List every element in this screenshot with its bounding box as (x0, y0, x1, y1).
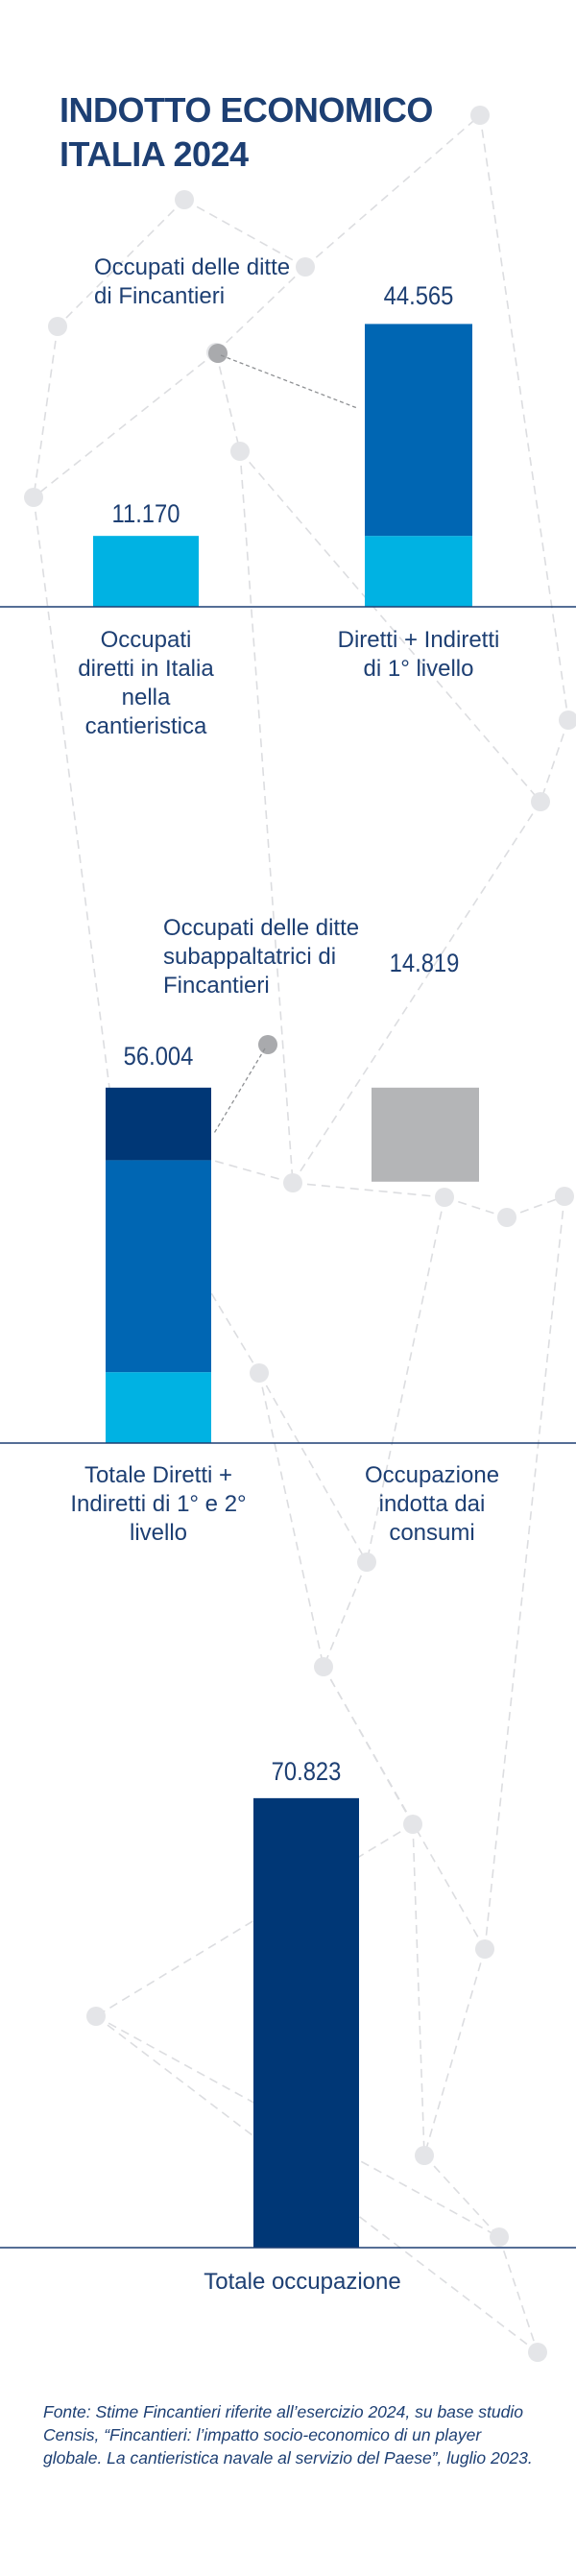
bar-total-segment-0 (253, 1797, 359, 2248)
network-edge (484, 1195, 565, 1950)
annotation-subcontractors: Occupati delle ditte subappaltatrici di … (163, 914, 394, 1000)
value-label-total: 70.823 (271, 1757, 342, 1786)
value-label-direct: 11.170 (111, 499, 180, 528)
network-edge (215, 351, 241, 452)
network-edge (444, 1196, 508, 1218)
bar-total-1-2-segment-1 (106, 1160, 211, 1373)
network-edge (95, 1823, 414, 2017)
network-node (403, 1815, 422, 1834)
network-edge (479, 114, 569, 721)
network-edge (215, 266, 306, 353)
bar-total-1-2-segment-0 (106, 1372, 211, 1443)
network-edge (304, 114, 481, 268)
annotation-fincantieri-suppliers: Occupati delle ditte di Fincantieri (94, 253, 344, 311)
category-line: Indiretti di 1° e 2° (70, 1491, 247, 1517)
annotation-leader (220, 354, 358, 409)
network-node (357, 1553, 376, 1572)
network-node (475, 1939, 494, 1959)
network-edge (95, 2015, 500, 2238)
network-node (528, 2343, 547, 2362)
network-node (314, 1657, 333, 1676)
annotation-leader (212, 1047, 266, 1136)
network-node (531, 792, 550, 811)
value-label-induced: 14.819 (389, 949, 460, 977)
network-edge (33, 496, 116, 1134)
bar-total-1-2-segment-2 (106, 1087, 211, 1161)
network-edge (33, 351, 217, 498)
category-line: consumi (389, 1520, 475, 1546)
network-node (48, 317, 67, 336)
network-node (555, 1187, 574, 1206)
category-line: Occupati (100, 627, 192, 653)
network-edge (498, 2236, 539, 2353)
annotation-line: di Fincantieri (94, 283, 226, 309)
network-node (435, 1188, 454, 1207)
category-label-total-1-2: Totale Diretti + Indiretti di 1° e 2° li… (48, 1461, 269, 1548)
network-node (490, 2227, 509, 2247)
category-label-direct: Occupati diretti in Italia nella cantier… (40, 626, 252, 741)
network-node (497, 1208, 516, 1227)
category-line: diretti in Italia (78, 656, 214, 682)
network-node (175, 190, 194, 209)
annotation-line: Occupati delle ditte (163, 915, 360, 941)
network-edge (412, 1823, 425, 2156)
annotation-dot (208, 344, 228, 363)
annotation-dot (258, 1035, 277, 1054)
network-node (470, 106, 490, 125)
category-label-induced: Occupazione indotta dai consumi (326, 1461, 538, 1548)
network-node (559, 710, 576, 730)
page-title: INDOTTO ECONOMICO ITALIA 2024 (60, 88, 433, 177)
value-label-total-1-2: 56.004 (123, 1042, 194, 1071)
value-label-direct-indirect-1: 44.565 (383, 281, 454, 310)
network-edge (506, 1195, 565, 1218)
category-line: di 1° livello (363, 656, 474, 682)
network-edge (239, 450, 294, 1184)
network-edge (183, 199, 306, 268)
annotation-line: subappaltatrici di (163, 944, 337, 970)
bar-direct-indirect-1-segment-1 (365, 324, 472, 537)
category-line: Diretti + Indiretti (337, 627, 500, 653)
network-edge (258, 1372, 324, 1668)
network-edge (239, 450, 541, 803)
network-edge (57, 199, 185, 327)
network-edge (258, 1372, 368, 1563)
category-line: cantieristica (84, 713, 207, 739)
category-label-direct-indirect-1: Diretti + Indiretti di 1° livello (303, 626, 534, 684)
network-node (283, 1173, 302, 1192)
network-node (86, 2007, 106, 2026)
network-edge (366, 1196, 445, 1563)
bar-induced-segment-0 (372, 1087, 479, 1182)
annotation-line: Fincantieri (163, 973, 270, 999)
category-line: Occupazione (364, 1462, 500, 1488)
network-node (230, 442, 250, 461)
network-edge (292, 1182, 445, 1198)
title-line-1: INDOTTO ECONOMICO (60, 90, 433, 130)
network-node (296, 257, 315, 277)
network-edge (323, 1666, 414, 1825)
network-node (415, 2146, 434, 2165)
bar-direct-indirect-1-segment-0 (365, 536, 472, 607)
network-node (250, 1363, 269, 1383)
network-edge (323, 1561, 368, 1668)
category-line: Totale Diretti + (84, 1462, 233, 1488)
network-node (24, 488, 43, 507)
category-line: indotta dai (378, 1491, 486, 1517)
annotation-line: Occupati delle ditte (94, 254, 291, 280)
category-line: nella (121, 685, 171, 710)
bar-direct-segment-0 (93, 536, 199, 607)
network-edge (423, 1948, 486, 2156)
source-note: Fonte: Stime Fincantieri riferite all’es… (43, 2402, 533, 2468)
category-label-total: Totale occupazione (204, 2269, 401, 2295)
title-line-2: ITALIA 2024 (60, 134, 249, 174)
network-edge (292, 801, 541, 1184)
network-edge (423, 2155, 500, 2238)
category-line: livello (129, 1520, 188, 1546)
